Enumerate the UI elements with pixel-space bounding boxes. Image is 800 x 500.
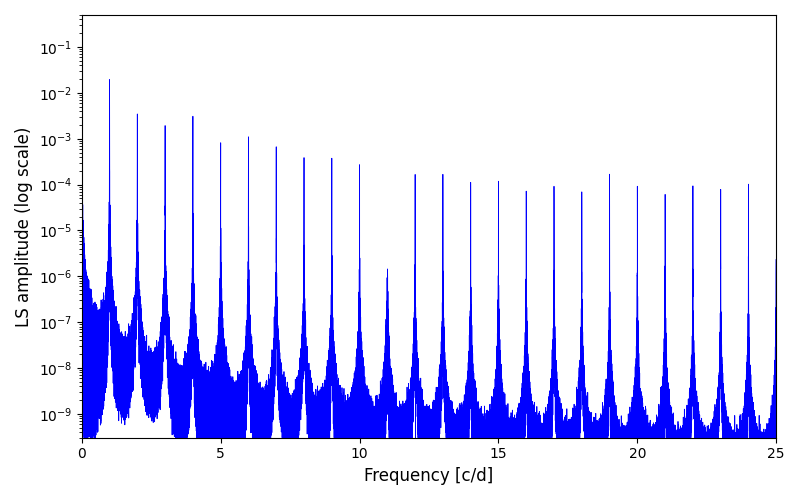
Y-axis label: LS amplitude (log scale): LS amplitude (log scale) (15, 126, 33, 326)
X-axis label: Frequency [c/d]: Frequency [c/d] (364, 467, 494, 485)
